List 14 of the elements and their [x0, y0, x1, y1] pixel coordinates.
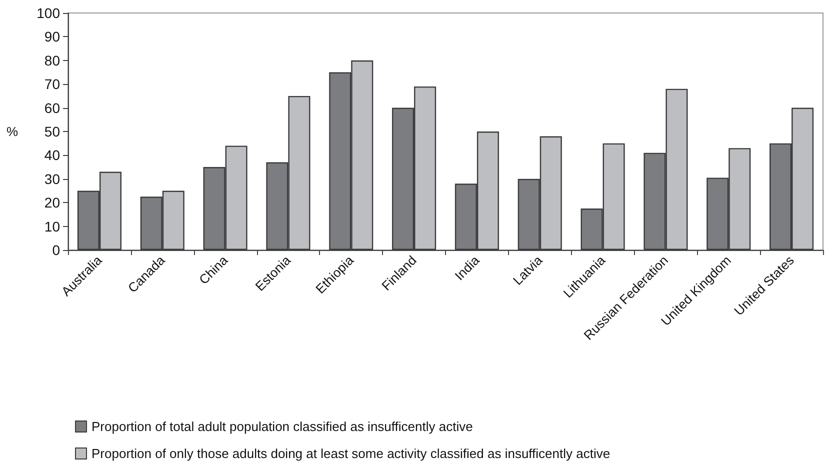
y-tick-label: 0	[52, 242, 60, 258]
y-tick-label: 90	[44, 28, 60, 45]
y-tick-label: 40	[44, 147, 60, 164]
y-tick-label: 60	[44, 100, 60, 116]
y-tick-label: 80	[44, 52, 60, 68]
legend-label: Proportion of only those adults doing at least some activity classified as insufficently active	[92, 446, 610, 461]
y-tick-label: 30	[44, 170, 60, 187]
legend-label: Proportion of total adult population classified as insufficently active	[92, 419, 473, 434]
y-tick-label: 70	[44, 76, 60, 92]
y-tick-label: 50	[44, 124, 60, 140]
y-tick-label: 100	[36, 5, 60, 21]
y-tick-label: 20	[44, 194, 60, 211]
y-tick-label: 10	[44, 218, 60, 234]
y-axis-title: %	[6, 124, 18, 139]
